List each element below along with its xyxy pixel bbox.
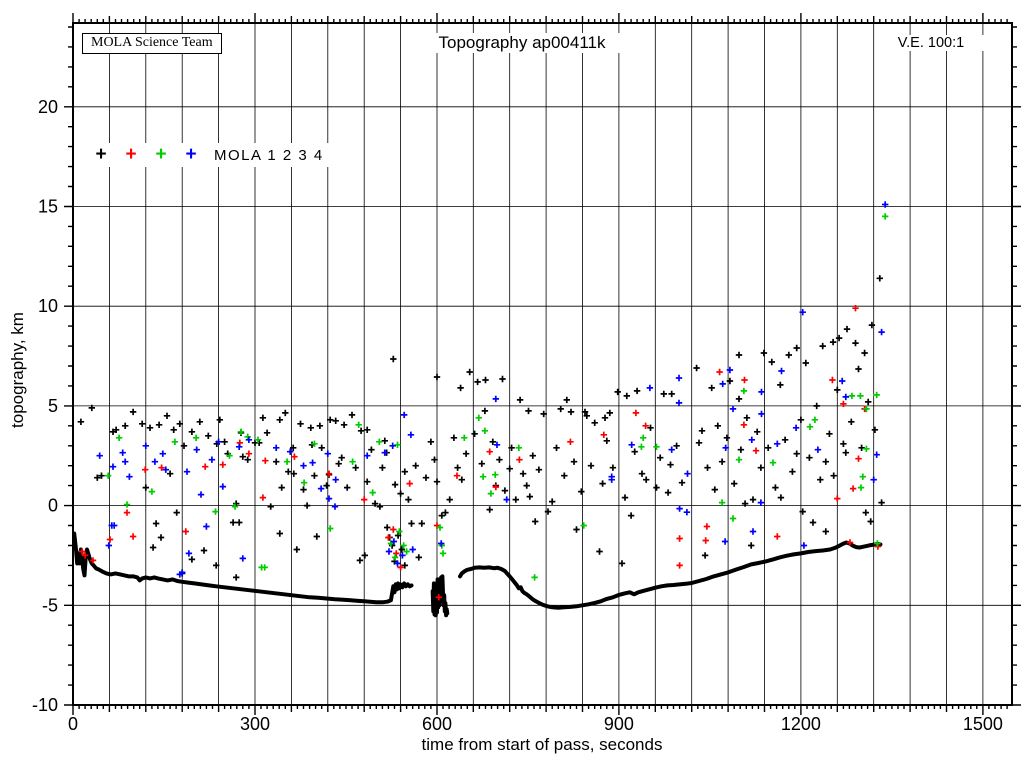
scatter-mola-1 <box>77 275 885 581</box>
y-tick-label: 10 <box>38 296 58 316</box>
legend-plus-marker-icon-mola1: + <box>95 144 107 165</box>
x-tick-label: 0 <box>68 714 78 734</box>
scatter-mola-3 <box>105 213 889 581</box>
x-tick-label: 600 <box>422 714 452 734</box>
x-tick-label: 900 <box>604 714 634 734</box>
surface-profile-segment-3 <box>458 540 883 610</box>
scatter-mola-2 <box>78 305 882 601</box>
x-tick-label: 1500 <box>963 714 1003 734</box>
y-tick-label: 20 <box>38 97 58 117</box>
science-team-credit-box: MOLA Science Team <box>82 33 222 54</box>
y-axis-title: topography, km <box>8 312 27 428</box>
scatter-mola-4 <box>96 201 889 578</box>
surface-profile-segment-2 <box>430 574 450 618</box>
plot-title: Topography ap00411k <box>402 33 642 53</box>
y-tick-label: 5 <box>48 396 58 416</box>
vertical-exaggeration-label: V.E. 100:1 <box>875 35 987 51</box>
legend-label: MOLA 1 2 3 4 <box>214 146 324 164</box>
y-tick-label: 15 <box>38 197 58 217</box>
y-tick-label: -5 <box>42 595 58 615</box>
plot-frame <box>72 22 1013 706</box>
axis-ticks <box>64 13 1021 715</box>
y-tick-label: -10 <box>32 695 58 715</box>
surface-profile-segment-1 <box>72 531 414 605</box>
x-tick-label: 1200 <box>781 714 821 734</box>
y-tick-label: 0 <box>48 496 58 516</box>
x-tick-label: 300 <box>240 714 270 734</box>
grid-lines <box>73 23 1012 705</box>
legend-plus-marker-icon-mola4: + <box>185 144 197 165</box>
legend: + + + + MOLA 1 2 3 4 <box>84 143 332 167</box>
legend-plus-marker-icon-mola3: + <box>155 144 167 165</box>
x-axis-title: time from start of pass, seconds <box>262 735 822 755</box>
legend-plus-marker-icon-mola2: + <box>125 144 137 165</box>
